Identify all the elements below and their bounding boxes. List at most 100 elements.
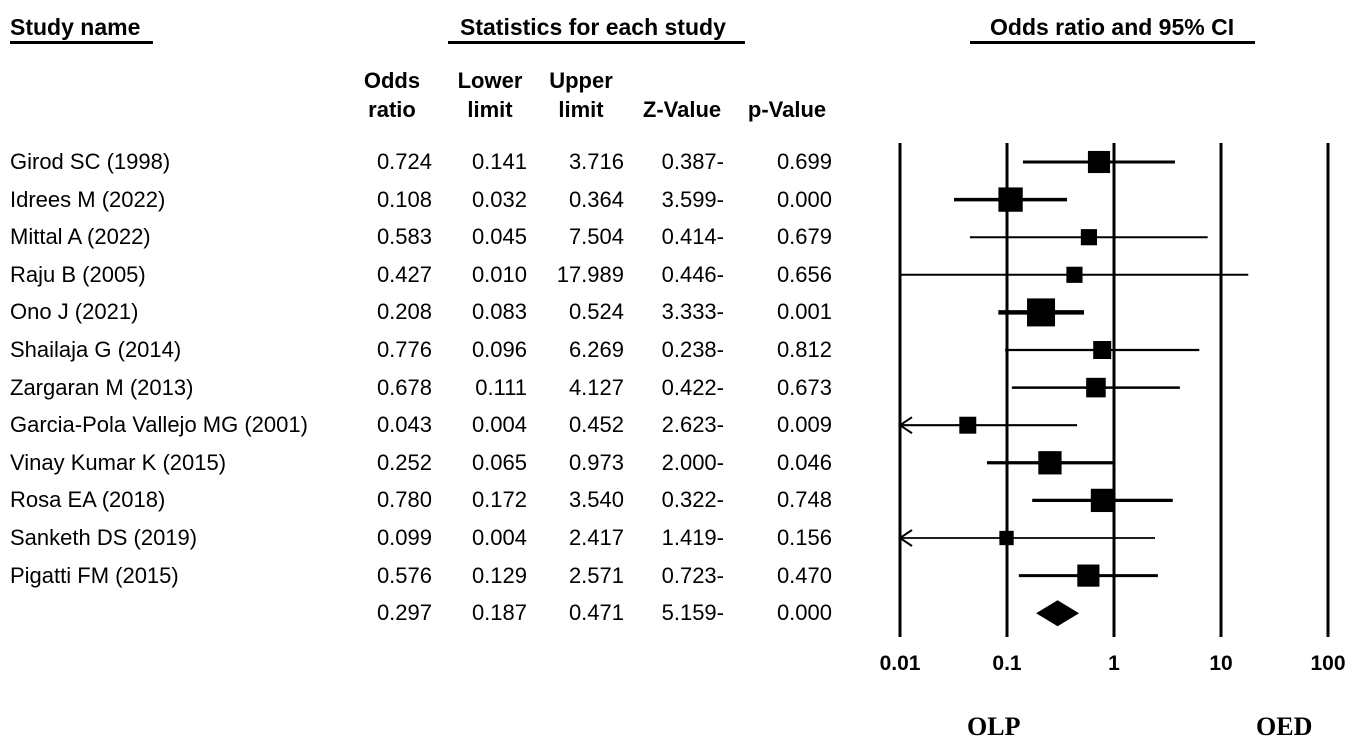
row-lower-value: 0.111 — [475, 374, 527, 400]
point-estimate-square — [1038, 451, 1062, 475]
header-statistics-underline — [448, 41, 745, 44]
col-header-line1: Lower — [457, 68, 523, 93]
row-or-value: 0.108 — [376, 186, 432, 212]
point-estimate-square — [998, 187, 1023, 212]
row-study-name: Shailaja G (2014) — [10, 337, 182, 362]
col-header-upper-limit: Upper limit — [536, 66, 626, 124]
row-p-value: 0.009 — [776, 412, 832, 438]
row-p-value: 0.000 — [776, 186, 832, 212]
ci-arrow-left — [898, 529, 913, 547]
row-upper-value: 7.504 — [568, 224, 624, 250]
row-p-value: 0.156 — [776, 525, 832, 550]
row-upper-value: 0.973 — [568, 449, 624, 475]
row-z-value: 0.422- — [661, 374, 724, 400]
row-or-value: 0.252 — [376, 449, 432, 475]
x-tick-label: 0.1 — [992, 652, 1022, 675]
row-upper-value: 4.127 — [568, 374, 624, 400]
row-upper-value: 0.364 — [568, 186, 624, 212]
point-estimate-square — [1087, 150, 1111, 174]
ci-arrow-left — [898, 416, 913, 435]
row-z-value: 3.333- — [661, 299, 724, 325]
summary-diamond — [1036, 600, 1080, 627]
row-upper-value: 0.452 — [568, 412, 624, 438]
row-upper-value: 6.269 — [568, 337, 624, 362]
row-or-value: 0.099 — [376, 525, 432, 550]
row-lower-value: 0.172 — [471, 487, 527, 513]
point-estimate-square — [1066, 266, 1083, 283]
header-study-name: Study name — [10, 14, 141, 40]
row-z-value: 3.599- — [661, 186, 724, 212]
row-or-value: 0.576 — [376, 562, 432, 588]
point-estimate-square — [1090, 488, 1115, 513]
row-upper-value: 0.524 — [568, 299, 624, 325]
col-header-line1: Upper — [549, 68, 613, 93]
row-study-name: Girod SC (1998) — [10, 149, 171, 174]
point-estimate-square — [1093, 341, 1112, 359]
col-header-line2: limit — [467, 97, 513, 122]
row-z-value: 2.623- — [661, 412, 724, 438]
row-or-value: 0.583 — [376, 224, 432, 250]
row-or-value: 0.043 — [376, 412, 432, 438]
row-p-value: 0.699 — [776, 149, 832, 174]
row-study-name: Vinay Kumar K (2015) — [10, 449, 227, 475]
row-or-value: 0.724 — [376, 149, 432, 174]
x-tick-label: 1 — [1108, 652, 1120, 675]
row-study-name: Sanketh DS (2019) — [10, 525, 198, 550]
x-tick-label: 100 — [1310, 652, 1345, 675]
point-estimate-square — [959, 416, 977, 434]
row-p-value: 0.812 — [776, 337, 832, 362]
point-estimate-square — [1077, 564, 1100, 587]
point-estimate-square — [1080, 229, 1098, 246]
row-p-value: 0.679 — [776, 224, 832, 250]
col-header-p-value: p-Value — [737, 66, 837, 124]
row-study-name: Pigatti FM (2015) — [10, 562, 179, 588]
summary-upper-value: 0.471 — [568, 600, 624, 626]
header-or-ci-underline — [970, 41, 1255, 44]
col-header-line1: Odds — [363, 68, 421, 93]
row-lower-value: 0.004 — [471, 525, 527, 550]
col-header-odds-ratio: Odds ratio — [352, 66, 432, 124]
row-upper-value: 2.571 — [568, 562, 624, 588]
col-header-line2: limit — [558, 97, 604, 122]
row-lower-value: 0.129 — [471, 562, 527, 588]
row-lower-value: 0.083 — [471, 299, 527, 325]
row-z-value: 0.387- — [661, 149, 724, 174]
row-p-value: 0.001 — [776, 299, 832, 325]
header-statistics: Statistics for each study — [460, 14, 726, 40]
header-study-name-underline — [10, 41, 153, 44]
row-p-value: 0.673 — [776, 374, 832, 400]
row-study-name: Rosa EA (2018) — [10, 487, 166, 513]
x-tick-label: 10 — [1209, 652, 1232, 675]
favours-left-label: OLP — [967, 712, 1021, 741]
col-header-line2: Z-Value — [642, 97, 722, 122]
row-z-value: 0.723- — [661, 562, 724, 588]
point-estimate-square — [999, 530, 1014, 546]
row-or-value: 0.208 — [376, 299, 432, 325]
row-z-value: 0.322- — [661, 487, 724, 513]
point-estimate-square — [1027, 298, 1056, 327]
col-header-lower-limit: Lower limit — [445, 66, 535, 124]
point-estimate-square — [1086, 377, 1106, 398]
row-lower-value: 0.010 — [471, 261, 527, 287]
col-header-z-value: Z-Value — [632, 66, 732, 124]
row-study-name: Ono J (2021) — [10, 299, 139, 325]
summary-lower-value: 0.187 — [471, 600, 527, 626]
row-p-value: 0.748 — [776, 487, 832, 513]
x-tick-label: 0.01 — [880, 652, 921, 675]
row-lower-value: 0.004 — [471, 412, 527, 438]
row-upper-value: 3.540 — [568, 487, 624, 513]
summary-p-value: 0.000 — [776, 600, 832, 626]
row-upper-value: 3.716 — [568, 149, 624, 174]
row-upper-value: 2.417 — [568, 525, 624, 550]
row-or-value: 0.427 — [376, 261, 432, 287]
row-z-value: 2.000- — [661, 449, 724, 475]
row-study-name: Mittal A (2022) — [10, 224, 151, 250]
row-lower-value: 0.045 — [471, 224, 527, 250]
row-or-value: 0.780 — [376, 487, 432, 513]
header-or-ci: Odds ratio and 95% CI — [990, 14, 1235, 40]
row-p-value: 0.656 — [776, 261, 832, 287]
row-or-value: 0.776 — [376, 337, 432, 362]
row-lower-value: 0.096 — [471, 337, 527, 362]
row-z-value: 0.446- — [661, 261, 724, 287]
